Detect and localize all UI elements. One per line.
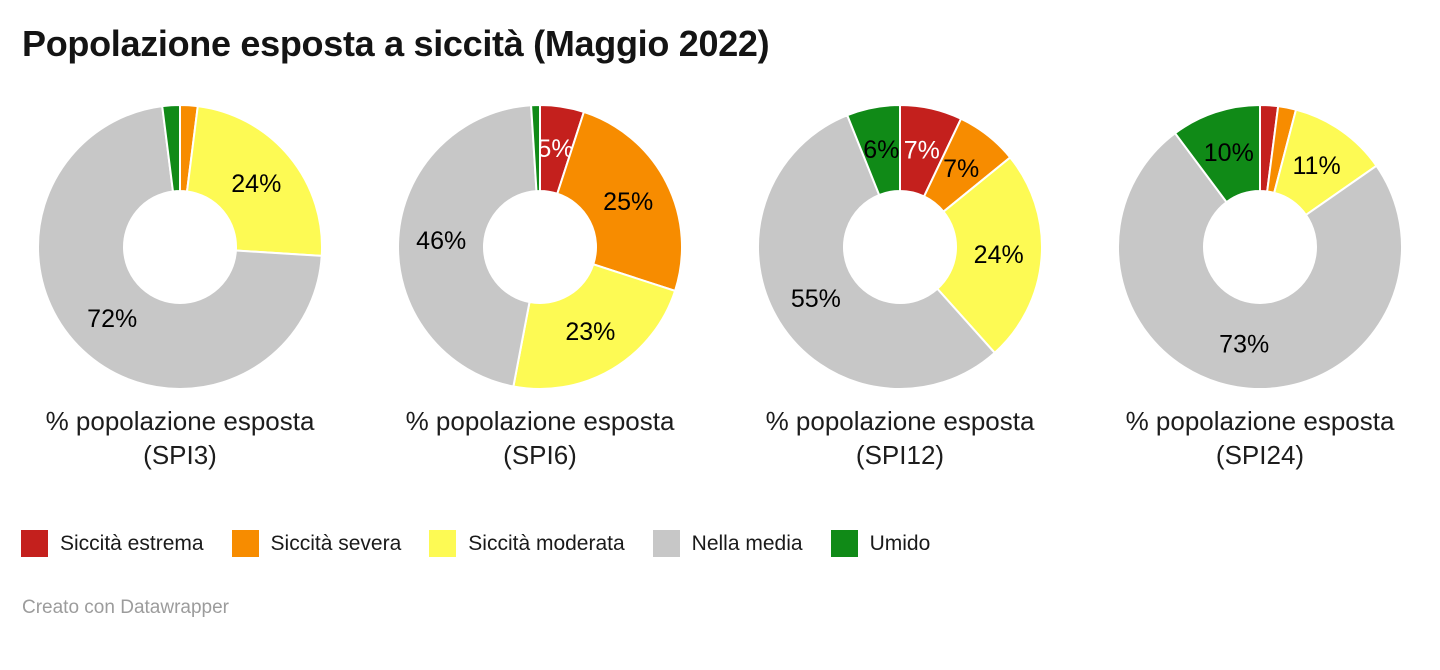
donut-chart-spi24: 11% 73% 10% — [1117, 103, 1403, 390]
slice-value-label: 5% — [537, 135, 573, 163]
donut-chart-spi12: 7%7% 24% 55% 6% — [757, 103, 1043, 390]
donut-charts-row: 24% 72% % popolazione esposta (SPI3) 5% 25… — [0, 102, 1440, 472]
caption-line-1: % popolazione esposta — [45, 406, 315, 436]
slice-value-label: 11% — [1293, 152, 1341, 180]
slice-value-label: 6% — [863, 136, 899, 164]
donut-slice-nella-media[interactable] — [397, 104, 538, 388]
caption-line-2: (SPI12) — [855, 440, 945, 470]
donut-slice-umido[interactable] — [1173, 103, 1261, 204]
donut-slice-siccit-moderata[interactable] — [185, 105, 323, 257]
donut-figure-spi24: 11% 73% 10% % popolazione esposta (SPI24) — [1080, 102, 1440, 472]
legend-swatch-umido — [830, 530, 858, 557]
caption-line-2: (SPI24) — [1215, 440, 1305, 470]
legend-label: Siccità severa — [270, 531, 402, 555]
legend-swatch-siccit-moderata — [429, 530, 457, 557]
donut-slice-siccit-moderata[interactable] — [935, 156, 1043, 355]
slice-value-label: 25% — [603, 188, 653, 216]
donut-figure-spi6: 5% 25% 23% 46% % popolazione esposta (SPI6) — [360, 102, 720, 472]
donut-figure-spi12: 7% 7% 24% 55% 6% % popolazione esposta (SPI1… — [720, 102, 1080, 472]
datawrapper-attribution-link[interactable]: Creato con Datawrapper — [22, 597, 229, 618]
caption-line-1: % popolazione esposta — [1125, 406, 1395, 436]
slice-value-label: 55% — [791, 285, 841, 313]
slice-value-label: 10% — [1204, 139, 1254, 167]
donut-slice-umido[interactable] — [530, 103, 541, 193]
donut-slice-nella-media[interactable] — [757, 113, 997, 390]
donut-slice-nella-media[interactable] — [37, 105, 323, 390]
chart-container: Popolazione esposta a siccità (Maggio 20… — [0, 24, 1440, 619]
caption-line-2: (SPI3) — [143, 440, 217, 470]
footer: Creato con Datawrapper — [22, 597, 1440, 619]
legend-swatch-siccit-severa — [231, 530, 259, 557]
donut-chart-spi6: 5% 25% 23% 46% — [397, 103, 683, 390]
donut-slice-umido[interactable] — [845, 103, 901, 197]
caption-line-1: % popolazione esposta — [765, 406, 1035, 436]
donut-figure-spi3: 24% 72% % popolazione esposta (SPI3) — [0, 102, 360, 472]
caption-line-1: % popolazione esposta — [405, 406, 675, 436]
slice-value-label: 46% — [416, 227, 466, 255]
legend-label: Siccità moderata — [468, 531, 625, 555]
donut-chart-spi3: 24% 72% — [37, 103, 323, 390]
legend-swatch-siccit-estrema — [21, 530, 48, 557]
legend-item-nella-media: Nella media — [652, 530, 803, 557]
donut-caption-spi12: % popolazione esposta (SPI12) — [766, 404, 1035, 472]
legend-label: Nella media — [691, 531, 803, 555]
slice-value-label: 24% — [231, 170, 281, 198]
legend-item-siccit-severa: Siccità severa — [231, 530, 402, 557]
slice-value-label: 73% — [1219, 331, 1269, 359]
legend-label: Siccità estrema — [60, 531, 204, 555]
donut-caption-spi24: % popolazione esposta (SPI24) — [1126, 404, 1395, 472]
slice-value-label: 24% — [974, 241, 1024, 269]
legend: Siccità estrema Siccità severa Siccità mod… — [21, 530, 1440, 557]
donut-slice-umido[interactable] — [161, 103, 181, 193]
donut-slice-siccit-severa[interactable] — [556, 110, 683, 293]
donut-caption-spi6: % popolazione esposta (SPI6) — [406, 404, 675, 472]
donut-slice-nella-media[interactable] — [1117, 131, 1403, 390]
legend-swatch-nella-media — [652, 530, 680, 557]
caption-line-2: (SPI6) — [503, 440, 577, 470]
donut-slice-siccit-moderata[interactable] — [512, 263, 677, 390]
legend-item-umido: Umido — [830, 530, 931, 557]
donut-caption-spi3: % popolazione esposta (SPI3) — [46, 404, 315, 472]
slice-value-label: 23% — [565, 318, 615, 346]
legend-item-siccit-moderata: Siccità moderata — [429, 530, 625, 557]
chart-title: Popolazione esposta a siccità (Maggio 20… — [22, 23, 770, 64]
slice-value-label: 7% — [904, 136, 940, 164]
slice-value-label: 7% — [943, 155, 979, 183]
legend-item-siccit-estrema: Siccità estrema — [21, 530, 204, 557]
slice-value-label: 72% — [87, 305, 137, 333]
legend-label: Umido — [869, 531, 931, 555]
